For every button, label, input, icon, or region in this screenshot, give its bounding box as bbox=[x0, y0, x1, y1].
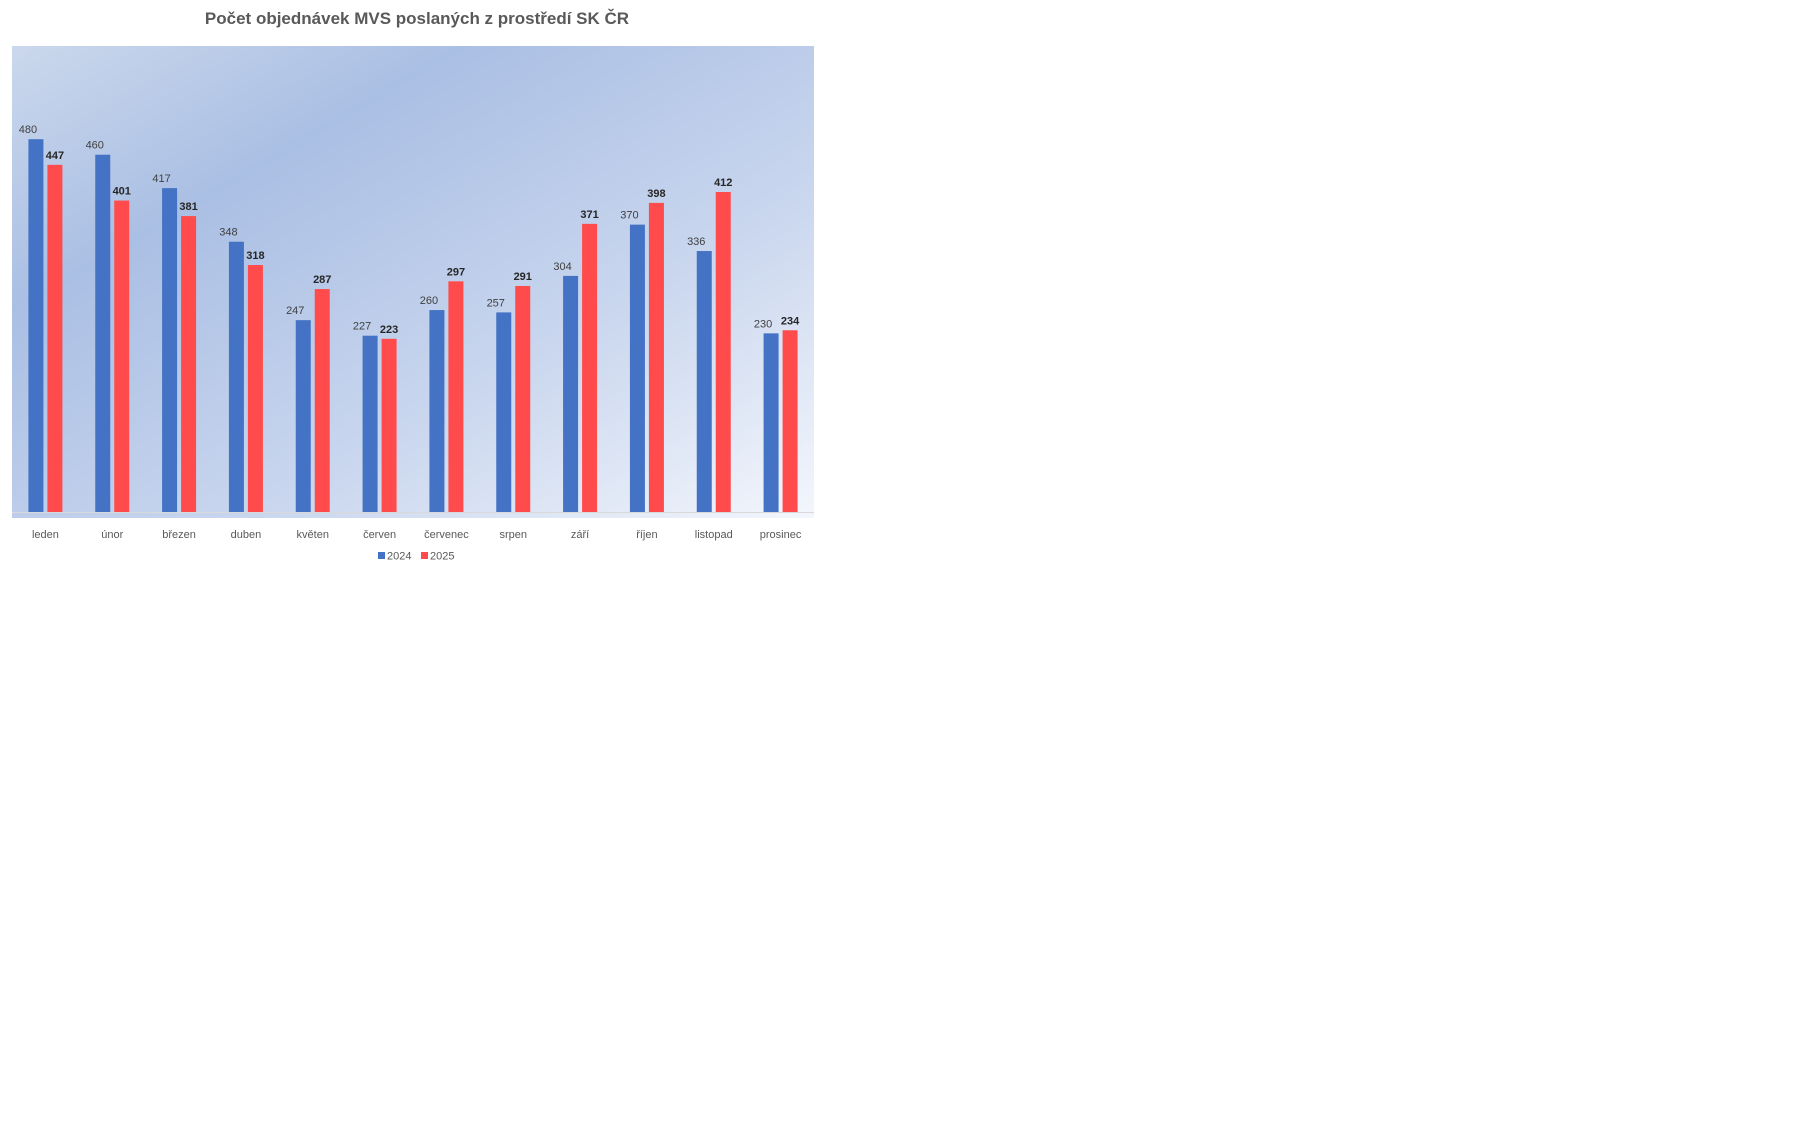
bar-2025-leden bbox=[47, 164, 63, 512]
x-tick-label: duben bbox=[231, 529, 262, 541]
bar-2024-duben bbox=[228, 241, 244, 512]
bar-2025-říjen bbox=[648, 202, 664, 513]
data-label-2024-leden: 480 bbox=[19, 124, 37, 136]
plot-area bbox=[12, 46, 814, 518]
bar-2025-červenec bbox=[448, 281, 464, 512]
x-tick-label: leden bbox=[32, 529, 59, 541]
bar-2025-září bbox=[582, 223, 598, 512]
bar-2024-květen bbox=[295, 320, 311, 512]
bar-2025-listopad bbox=[715, 192, 731, 512]
legend-swatch-2024 bbox=[378, 552, 385, 559]
legend: 2024 2025 bbox=[378, 551, 454, 563]
x-tick-label: červenec bbox=[424, 529, 469, 541]
data-label-2025-září: 371 bbox=[580, 209, 598, 221]
data-label-2024-listopad: 336 bbox=[687, 236, 705, 248]
bar-2025-únor bbox=[114, 200, 130, 512]
bar-2025-duben bbox=[247, 265, 263, 512]
x-tick-label: srpen bbox=[499, 529, 527, 541]
data-label-2024-březen: 417 bbox=[152, 173, 170, 185]
data-label-2025-duben: 318 bbox=[246, 250, 264, 262]
bar-2024-září bbox=[563, 275, 579, 512]
bar-2024-březen bbox=[162, 188, 178, 512]
data-label-2025-červen: 223 bbox=[380, 324, 398, 336]
data-label-2025-leden: 447 bbox=[46, 150, 64, 162]
x-tick-label: prosinec bbox=[760, 529, 802, 541]
bar-2024-listopad bbox=[696, 251, 712, 513]
bar-2024-červen bbox=[362, 335, 378, 512]
data-label-2024-červen: 227 bbox=[353, 321, 371, 333]
bar-2024-červenec bbox=[429, 310, 445, 512]
data-label-2025-říjen: 398 bbox=[647, 188, 665, 200]
bar-2024-únor bbox=[95, 154, 111, 512]
data-label-2025-červenec: 297 bbox=[447, 266, 465, 278]
data-label-2024-srpen: 257 bbox=[487, 297, 505, 309]
bar-2025-březen bbox=[181, 216, 197, 512]
data-label-2025-listopad: 412 bbox=[714, 177, 732, 189]
x-tick-label: listopad bbox=[695, 529, 733, 541]
bar-2025-prosinec bbox=[782, 330, 798, 512]
data-label-2025-srpen: 291 bbox=[514, 271, 532, 283]
legend-swatch-2025 bbox=[421, 552, 428, 559]
x-tick-label: červen bbox=[363, 529, 396, 541]
bar-chart: Počet objednávek MVS poslaných z prostře… bbox=[12, 9, 814, 563]
legend-label-2024: 2024 bbox=[387, 551, 411, 563]
bar-2024-prosinec bbox=[763, 333, 779, 512]
x-tick-label: březen bbox=[162, 529, 196, 541]
data-label-2024-únor: 460 bbox=[86, 140, 104, 152]
bar-2024-srpen bbox=[496, 312, 512, 512]
bar-2024-leden bbox=[28, 139, 44, 512]
data-label-2025-březen: 381 bbox=[179, 201, 197, 213]
x-tick-label: září bbox=[571, 529, 589, 541]
legend-label-2025: 2025 bbox=[430, 551, 454, 563]
bar-2025-srpen bbox=[515, 285, 531, 512]
data-label-2025-prosinec: 234 bbox=[781, 315, 800, 327]
chart-title: Počet objednávek MVS poslaných z prostře… bbox=[205, 9, 629, 28]
data-label-2025-únor: 401 bbox=[113, 186, 131, 198]
data-label-2024-květen: 247 bbox=[286, 305, 304, 317]
bar-2025-červen bbox=[381, 338, 397, 512]
data-label-2024-duben: 348 bbox=[219, 227, 237, 239]
data-label-2024-prosinec: 230 bbox=[754, 318, 772, 330]
data-label-2024-červenec: 260 bbox=[420, 295, 438, 307]
x-tick-label: květen bbox=[297, 529, 329, 541]
data-label-2024-září: 304 bbox=[553, 261, 571, 273]
data-label-2025-květen: 287 bbox=[313, 274, 331, 286]
data-label-2024-říjen: 370 bbox=[620, 210, 638, 222]
x-tick-label: únor bbox=[101, 529, 123, 541]
x-tick-label: říjen bbox=[636, 529, 657, 541]
bar-2024-říjen bbox=[629, 224, 645, 512]
bar-2025-květen bbox=[314, 289, 330, 512]
